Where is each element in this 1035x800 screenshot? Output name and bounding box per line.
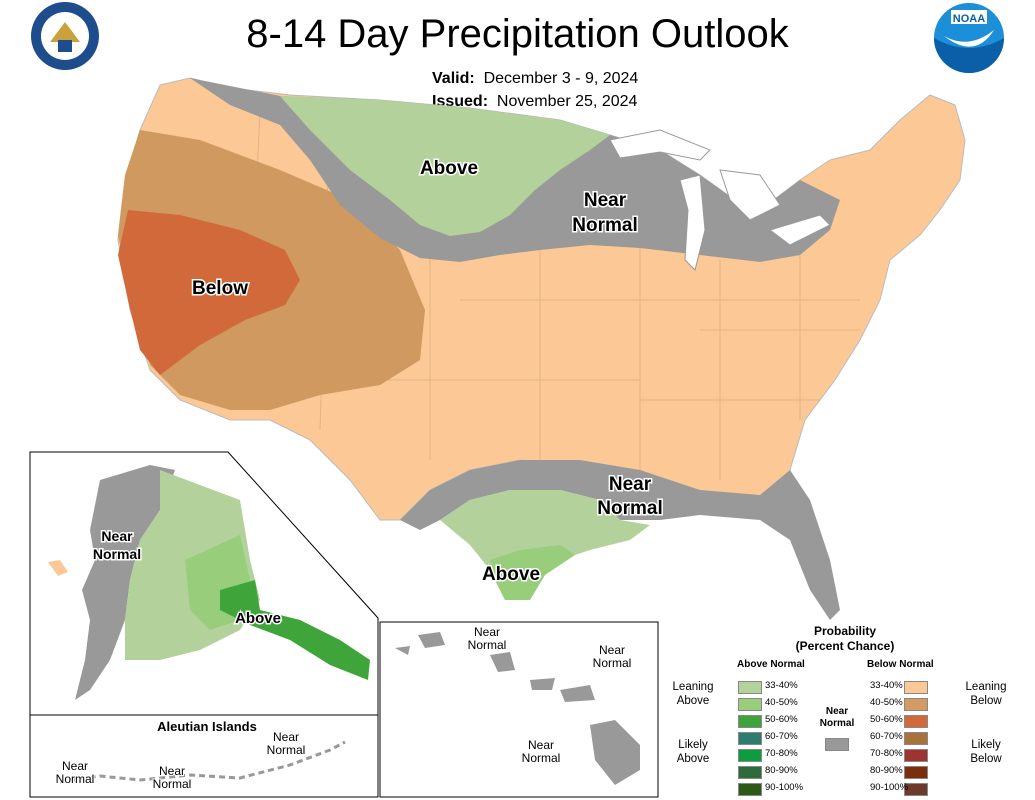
label-near-south-1: Near: [609, 474, 652, 495]
legend-leaning-below: Leaning Below: [956, 680, 1016, 708]
above-range-7: 90-100%: [765, 782, 803, 793]
label-aleutian-near-c2: Normal: [267, 743, 306, 757]
leaning-above-line1: Leaning: [663, 680, 723, 694]
below-swatch-6: [904, 766, 928, 779]
likely-below-line2: Below: [956, 752, 1016, 766]
noaa-logo-icon: NOAA: [934, 3, 1004, 73]
legend-likely-above: Likely Above: [663, 738, 723, 766]
above-swatch-4: [738, 732, 762, 745]
legend-title-2: (Percent Chance): [660, 639, 1030, 654]
above-swatch-3: [738, 715, 762, 728]
above-range-1: 33-40%: [765, 680, 798, 691]
above-range-5: 70-80%: [765, 748, 798, 759]
label-hawaii-near-a1: Near: [474, 625, 500, 639]
below-swatch-1: [904, 681, 928, 694]
above-swatch-6: [738, 766, 762, 779]
alaska-inset: [30, 452, 378, 715]
legend-title-1: Probability: [660, 624, 1030, 639]
legend-leaning-above: Leaning Above: [663, 680, 723, 708]
probability-legend: Probability (Percent Chance) Above Norma…: [660, 622, 1030, 800]
label-aleutian-near-b1: Near: [159, 764, 185, 778]
above-swatch-2: [738, 698, 762, 711]
label-hawaii-near-c1: Near: [528, 738, 554, 752]
below-range-5: 70-80%: [870, 748, 903, 759]
below-range-6: 80-90%: [870, 765, 903, 776]
legend-above-header: Above Normal: [737, 659, 805, 670]
label-hawaii-near-b2: Normal: [593, 656, 632, 670]
label-aleutian-near-a1: Near: [62, 759, 88, 773]
near-normal-line2: Normal: [812, 718, 862, 730]
legend-near-normal: Near Normal: [812, 706, 862, 730]
label-above-south: Above: [482, 564, 540, 585]
above-swatch-1: [738, 681, 762, 694]
label-hawaii-near-a2: Normal: [468, 638, 507, 652]
below-swatch-4: [904, 732, 928, 745]
above-swatch-7: [738, 783, 762, 796]
below-range-3: 50-60%: [870, 714, 903, 725]
label-near-north-1: Near: [584, 190, 627, 211]
label-near-south-2: Normal: [597, 498, 662, 519]
label-below-west: Below: [192, 278, 248, 299]
label-alaska-near-1: Near: [101, 528, 133, 544]
below-range-1: 33-40%: [870, 680, 903, 691]
near-normal-line1: Near: [812, 706, 862, 718]
label-aleutian-near-a2: Normal: [56, 772, 95, 786]
label-alaska-near-2: Normal: [93, 546, 141, 562]
below-swatch-2: [904, 698, 928, 711]
likely-below-line1: Likely: [956, 738, 1016, 752]
label-aleutian-near-c1: Near: [273, 730, 299, 744]
label-above-north: Above: [420, 158, 478, 179]
leaning-above-line2: Above: [663, 694, 723, 708]
below-range-2: 40-50%: [870, 697, 903, 708]
legend-below-header: Below Normal: [867, 659, 934, 670]
label-aleutian-title: Aleutian Islands: [157, 719, 257, 734]
label-hawaii-near-c2: Normal: [522, 751, 561, 765]
below-swatch-3: [904, 715, 928, 728]
below-range-7: 90-100%: [870, 782, 908, 793]
label-near-north-2: Normal: [572, 215, 637, 236]
likely-above-line1: Likely: [663, 738, 723, 752]
label-hawaii-near-b1: Near: [599, 643, 625, 657]
likely-above-line2: Above: [663, 752, 723, 766]
label-aleutian-near-b2: Normal: [153, 777, 192, 791]
legend-likely-below: Likely Below: [956, 738, 1016, 766]
legend-near-normal-swatch: [825, 738, 849, 751]
above-range-6: 80-90%: [765, 765, 798, 776]
label-alaska-above: Above: [235, 610, 281, 627]
commerce-seal-icon: [31, 2, 99, 70]
above-swatch-5: [738, 749, 762, 762]
svg-text:NOAA: NOAA: [953, 13, 985, 25]
above-range-2: 40-50%: [765, 697, 798, 708]
above-range-4: 60-70%: [765, 731, 798, 742]
below-range-4: 60-70%: [870, 731, 903, 742]
leaning-below-line1: Leaning: [956, 680, 1016, 694]
above-range-3: 50-60%: [765, 714, 798, 725]
leaning-below-line2: Below: [956, 694, 1016, 708]
below-swatch-5: [904, 749, 928, 762]
